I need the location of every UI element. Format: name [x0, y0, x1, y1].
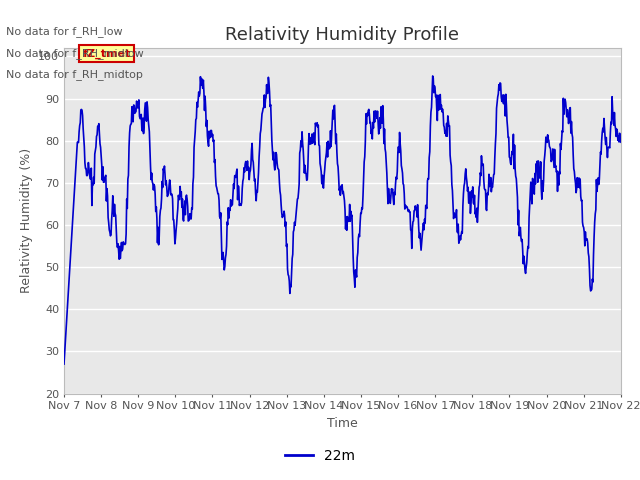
Text: No data for f_RH_low: No data for f_RH_low [6, 26, 123, 37]
Legend: 22m: 22m [280, 443, 360, 468]
Text: No data for f_RH_midtop: No data for f_RH_midtop [6, 69, 143, 80]
Text: fZ_tmet: fZ_tmet [83, 48, 131, 59]
Text: No data for f_RH_midlow: No data for f_RH_midlow [6, 48, 144, 59]
X-axis label: Time: Time [327, 417, 358, 430]
Y-axis label: Relativity Humidity (%): Relativity Humidity (%) [20, 148, 33, 293]
Title: Relativity Humidity Profile: Relativity Humidity Profile [225, 25, 460, 44]
